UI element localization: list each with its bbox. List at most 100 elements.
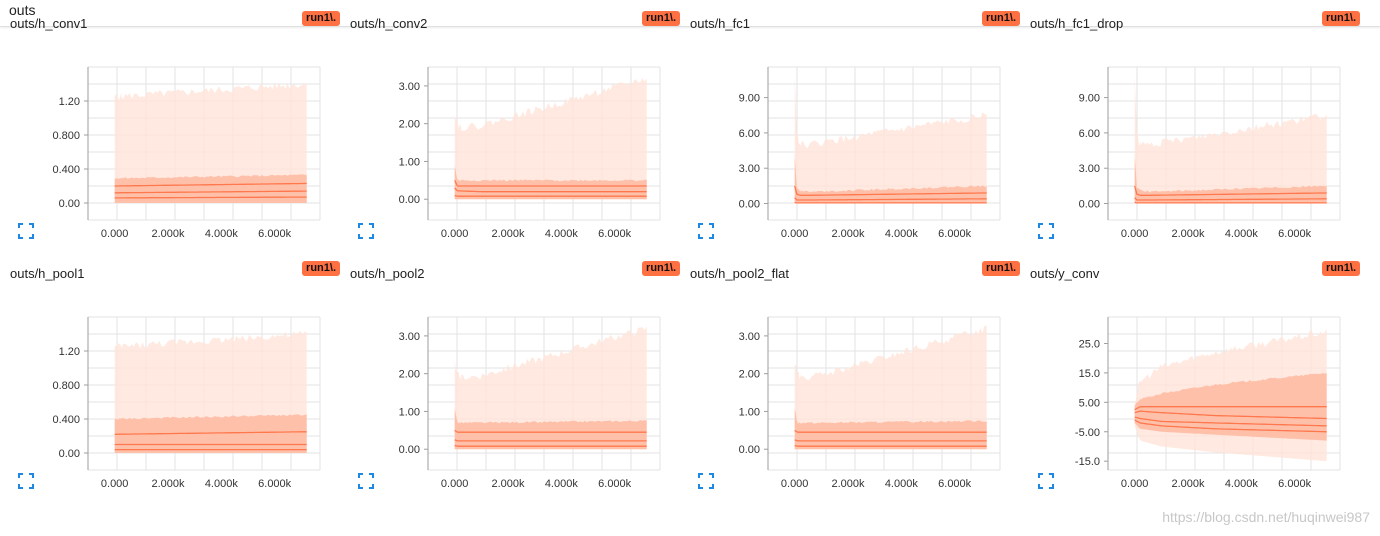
- outer-band: [114, 82, 307, 203]
- series-line: [1134, 185, 1327, 196]
- y-tick-label: 3.00: [739, 163, 760, 175]
- chart-card: outs/h_pool2_flat run1\. 0.00 1.00 2.00 3.00 0…: [680, 250, 1020, 500]
- x-tick-label: 4.000k: [205, 228, 239, 240]
- fullscreen-icon[interactable]: [17, 472, 35, 490]
- y-tick-label: 0.00: [399, 194, 420, 206]
- y-tick-label: 0.800: [52, 380, 80, 392]
- x-tick-label: 2.000k: [831, 478, 865, 490]
- outer-band: [1134, 74, 1327, 204]
- chart-svg: 0.00 3.00 6.00 9.00 0.000 2.000k 4.000k 6.000k: [1079, 66, 1341, 240]
- series-line: [1134, 419, 1327, 433]
- x-tick-label: 2.000k: [1171, 478, 1205, 490]
- chart-card: outs/h_conv2 run1\. 0.00 1.00 2.00 3.00 0.000 2…: [340, 0, 680, 250]
- y-tick-label: 0.400: [52, 414, 80, 426]
- y-tick-label: 1.00: [399, 156, 420, 168]
- series-line: [454, 194, 647, 197]
- chart-svg: 0.00 1.00 2.00 3.00 0.000 2.000k 4.000k 6.000k: [399, 66, 661, 240]
- fullscreen-icon[interactable]: [697, 222, 715, 240]
- series-line: [794, 185, 987, 196]
- inner-band: [454, 407, 647, 450]
- y-tick-label: 1.20: [59, 96, 80, 108]
- inner-band: [114, 174, 307, 203]
- x-tick-label: 4.000k: [1225, 228, 1259, 240]
- chart-title: outs/h_conv2: [350, 16, 428, 31]
- fullscreen-icon[interactable]: [1037, 222, 1055, 240]
- x-tick-label: 6.000k: [1278, 478, 1312, 490]
- y-tick-label: 0.00: [399, 444, 420, 456]
- series-line: [794, 444, 987, 447]
- y-tick-label: 9.00: [739, 93, 760, 105]
- y-tick-label: 3.00: [399, 81, 420, 93]
- y-tick-label: 3.00: [399, 331, 420, 343]
- x-tick-label: 0.000: [1121, 478, 1149, 490]
- chart-svg: 0.00 0.400 0.800 1.20 0.000 2.000k 4.000k 6.000…: [52, 66, 321, 240]
- series-line: [1134, 410, 1327, 420]
- series-line: [114, 196, 307, 199]
- section-header: outs: [0, 0, 1380, 27]
- series-line: [454, 444, 647, 447]
- run-badge: run1\.: [1322, 261, 1360, 276]
- x-tick-label: 6.000k: [598, 478, 632, 490]
- x-tick-label: 6.000k: [938, 478, 972, 490]
- run-badge: run1\.: [982, 11, 1020, 26]
- x-tick-label: 2.000k: [1171, 228, 1205, 240]
- run-badge: run1\.: [982, 261, 1020, 276]
- fullscreen-icon[interactable]: [17, 222, 35, 240]
- fullscreen-icon[interactable]: [697, 472, 715, 490]
- series-line: [114, 190, 307, 194]
- series-line: [114, 182, 307, 187]
- outer-band: [794, 325, 987, 450]
- y-tick-label: 0.400: [52, 164, 80, 176]
- x-tick-label: 6.000k: [1278, 228, 1312, 240]
- x-tick-label: 4.000k: [205, 478, 239, 490]
- x-tick-label: 0.000: [781, 228, 809, 240]
- series-line: [454, 439, 647, 442]
- series-line: [454, 429, 647, 433]
- inner-band: [454, 164, 647, 200]
- x-tick-label: 0.000: [101, 478, 129, 490]
- outer-band: [454, 326, 647, 450]
- x-tick-label: 4.000k: [885, 478, 919, 490]
- chart-title: outs/h_pool1: [10, 266, 85, 281]
- y-tick-label: 3.00: [1079, 163, 1100, 175]
- y-tick-label: 6.00: [1079, 128, 1100, 140]
- run-badge: run1\.: [302, 11, 340, 26]
- chart-title: outs/h_pool2: [350, 266, 425, 281]
- series-line: [794, 197, 987, 201]
- watermark: https://blog.csdn.net/huqinwei987: [1162, 509, 1370, 525]
- chart-title: outs/y_conv: [1030, 266, 1100, 281]
- chart-svg: 0.00 0.400 0.800 1.20 0.000 2.000k 4.000k 6.000…: [52, 316, 321, 490]
- fullscreen-icon[interactable]: [357, 472, 375, 490]
- chart-title: outs/h_fc1_drop: [1030, 16, 1124, 31]
- y-tick-label: 2.00: [399, 119, 420, 131]
- x-tick-label: 0.000: [1121, 228, 1149, 240]
- y-tick-label: 3.00: [739, 331, 760, 343]
- x-tick-label: 6.000k: [598, 228, 632, 240]
- fullscreen-icon[interactable]: [357, 222, 375, 240]
- chart-card: outs/h_fc1_drop run1\. 0.00 3.00 6.00 9.00 0.0…: [1020, 0, 1360, 250]
- y-tick-label: 5.00: [1079, 397, 1100, 409]
- fullscreen-icon[interactable]: [1037, 472, 1055, 490]
- x-tick-label: 2.000k: [491, 228, 525, 240]
- run-badge: run1\.: [1322, 11, 1360, 26]
- series-line: [794, 439, 987, 442]
- y-tick-label: 0.00: [1079, 199, 1100, 211]
- series-line: [1134, 416, 1327, 427]
- y-tick-label: 0.00: [59, 198, 80, 210]
- run-badge: run1\.: [642, 261, 680, 276]
- series-line: [794, 201, 987, 204]
- series-line: [794, 429, 987, 433]
- x-tick-label: 0.000: [441, 478, 469, 490]
- chart-svg: 0.00 1.00 2.00 3.00 0.000 2.000k 4.000k 6.000k: [739, 316, 1001, 490]
- inner-band: [794, 408, 987, 450]
- y-tick-label: 2.00: [399, 369, 420, 381]
- x-tick-label: 6.000k: [938, 228, 972, 240]
- series-line: [454, 180, 647, 187]
- x-tick-label: 4.000k: [545, 478, 579, 490]
- x-tick-label: 6.000k: [258, 478, 292, 490]
- x-tick-label: 0.000: [441, 228, 469, 240]
- outer-band: [794, 72, 987, 204]
- chart-card: outs/y_conv run1\. -15.0 -5.00 5.00 15.0 25.0 0…: [1020, 250, 1360, 500]
- series-line: [1134, 197, 1327, 201]
- section-title: outs: [9, 2, 36, 18]
